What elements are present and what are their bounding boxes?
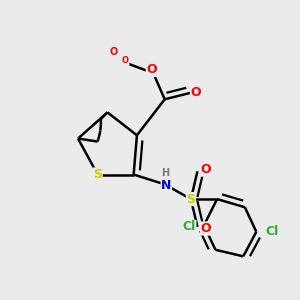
Text: H: H [161,168,169,178]
Text: O: O [200,163,211,176]
Text: O: O [122,56,129,65]
Text: O: O [190,86,201,99]
Text: Cl: Cl [266,225,279,238]
Text: O: O [146,63,157,76]
Text: Cl: Cl [183,220,196,233]
Text: S: S [93,168,102,181]
Text: S: S [186,193,195,206]
Text: O: O [200,222,211,235]
Text: N: N [161,179,172,193]
Text: O: O [110,47,118,57]
